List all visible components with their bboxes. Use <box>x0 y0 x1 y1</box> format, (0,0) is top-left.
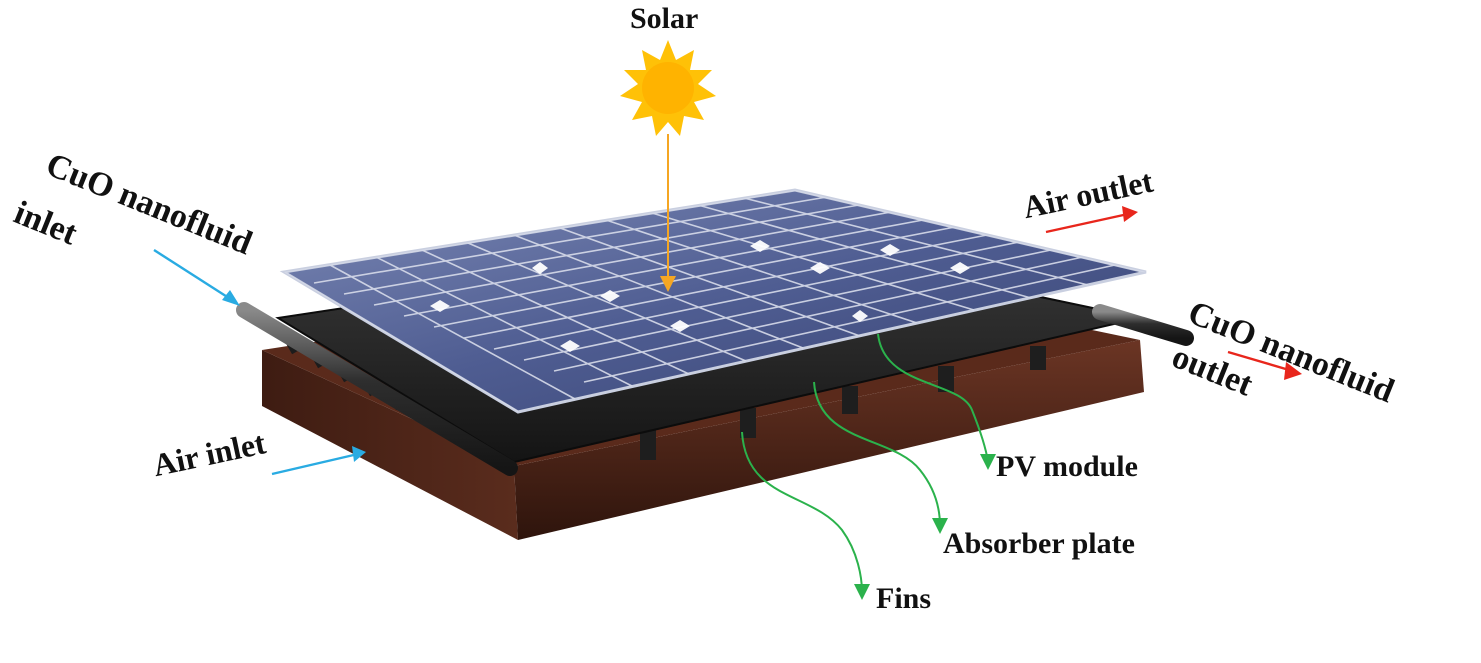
outlet-pipe <box>1092 304 1194 346</box>
cuo-outlet-arrow <box>1227 350 1302 380</box>
inlet-pipe <box>236 302 518 476</box>
pv-module <box>279 188 1147 414</box>
air-inlet-arrow <box>271 446 366 476</box>
cuo-inlet-arrow <box>153 248 240 306</box>
fins-label: Fins <box>876 582 932 615</box>
fins-pointer <box>741 431 870 600</box>
pv-module-pointer <box>877 333 996 470</box>
pv-module-label: PV module <box>996 450 1138 483</box>
absorber-plate-pointer <box>813 381 948 534</box>
base-front-face <box>262 350 518 540</box>
base-right-face <box>514 340 1144 540</box>
absorber-plate-label: Absorber plate <box>943 527 1135 560</box>
air-outlet-arrow <box>1045 206 1138 234</box>
solar-label: Solar <box>630 2 699 35</box>
pipes <box>236 302 1194 476</box>
fins <box>640 346 1046 460</box>
solar-ray-arrow <box>660 134 676 292</box>
sun-icon <box>620 40 716 136</box>
